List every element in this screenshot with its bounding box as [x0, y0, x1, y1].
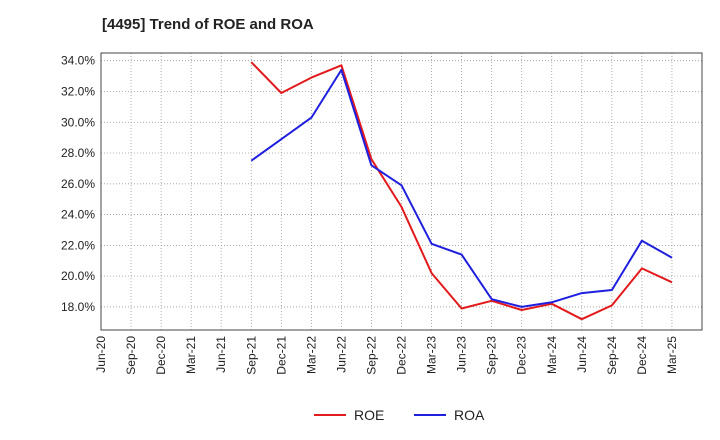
x-tick-label: Dec-23	[515, 336, 529, 375]
chart-title: [4495] Trend of ROE and ROA	[102, 16, 314, 33]
x-tick-label: Dec-22	[395, 336, 409, 375]
plot-border	[100, 52, 703, 331]
y-tick-label: 32.0%	[61, 84, 95, 98]
x-tick-label: Sep-20	[124, 336, 138, 375]
x-tick-label: Mar-24	[545, 336, 559, 374]
y-tick-label: 28.0%	[61, 146, 95, 160]
y-tick-label: 26.0%	[61, 177, 95, 191]
x-tick-label: Jun-21	[214, 336, 228, 373]
x-tick-label: Dec-20	[154, 336, 168, 375]
y-tick-label: 18.0%	[61, 300, 95, 314]
x-tick-label: Jun-24	[575, 336, 589, 373]
x-tick-label: Sep-24	[605, 336, 619, 375]
y-tick-label: 22.0%	[61, 238, 95, 252]
x-tick-label: Sep-23	[485, 336, 499, 375]
x-tick-label: Mar-23	[425, 336, 439, 374]
y-tick-label: 24.0%	[61, 208, 95, 222]
x-tick-label: Jun-20	[94, 336, 108, 373]
series-line-roa	[250, 68, 673, 308]
x-tick-label: Jun-22	[334, 336, 348, 373]
x-tick-label: Jun-23	[455, 336, 469, 373]
x-tick-label: Dec-24	[635, 336, 649, 375]
x-tick-label: Mar-25	[665, 336, 679, 374]
series-line-roe	[250, 61, 673, 321]
y-tick-label: 34.0%	[61, 54, 95, 68]
x-tick-label: Dec-21	[274, 336, 288, 375]
legend-label-roa: ROA	[454, 407, 485, 423]
y-tick-label: 30.0%	[61, 115, 95, 129]
x-tick-label: Sep-22	[364, 336, 378, 375]
y-tick-label: 20.0%	[61, 269, 95, 283]
x-tick-label: Mar-21	[184, 336, 198, 374]
x-tick-label: Mar-22	[304, 336, 318, 374]
legend-label-roe: ROE	[354, 407, 384, 423]
x-tick-label: Sep-21	[244, 336, 258, 375]
